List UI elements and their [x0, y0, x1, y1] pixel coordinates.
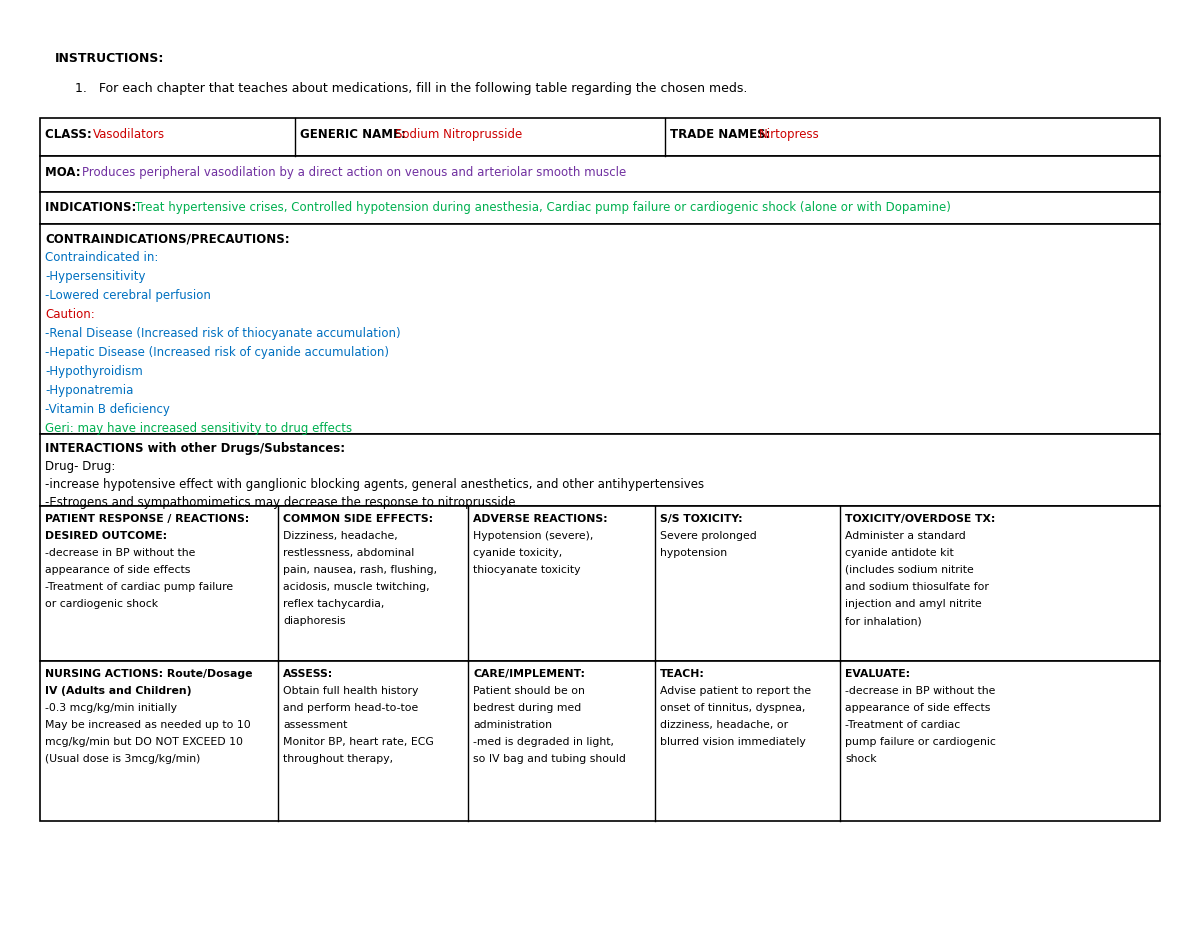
Text: Nirtopress: Nirtopress [760, 128, 820, 141]
Text: May be increased as needed up to 10: May be increased as needed up to 10 [46, 720, 251, 730]
Text: -0.3 mcg/kg/min initially: -0.3 mcg/kg/min initially [46, 703, 178, 713]
Text: NURSING ACTIONS: Route/Dosage: NURSING ACTIONS: Route/Dosage [46, 669, 252, 679]
Text: hypotension: hypotension [660, 548, 727, 558]
Text: -Estrogens and sympathomimetics may decrease the response to nitroprusside: -Estrogens and sympathomimetics may decr… [46, 496, 516, 509]
Text: administration: administration [473, 720, 552, 730]
Text: IV (Adults and Children): IV (Adults and Children) [46, 686, 192, 696]
Text: Treat hypertensive crises, Controlled hypotension during anesthesia, Cardiac pum: Treat hypertensive crises, Controlled hy… [134, 201, 950, 214]
Text: -Hyponatremia: -Hyponatremia [46, 384, 133, 397]
Text: thiocyanate toxicity: thiocyanate toxicity [473, 565, 581, 575]
Text: Hypotension (severe),: Hypotension (severe), [473, 531, 593, 541]
Text: Geri: may have increased sensitivity to drug effects: Geri: may have increased sensitivity to … [46, 422, 352, 435]
Text: TEACH:: TEACH: [660, 669, 704, 679]
Text: GENERIC NAME:: GENERIC NAME: [300, 128, 410, 141]
Text: pain, nausea, rash, flushing,: pain, nausea, rash, flushing, [283, 565, 437, 575]
Text: restlessness, abdominal: restlessness, abdominal [283, 548, 414, 558]
Text: so IV bag and tubing should: so IV bag and tubing should [473, 754, 626, 764]
Text: CONTRAINDICATIONS/PRECAUTIONS:: CONTRAINDICATIONS/PRECAUTIONS: [46, 232, 289, 245]
Text: Sodium Nitroprusside: Sodium Nitroprusside [395, 128, 522, 141]
Text: MOA:: MOA: [46, 166, 85, 179]
Text: Dizziness, headache,: Dizziness, headache, [283, 531, 397, 541]
Text: Caution:: Caution: [46, 308, 95, 321]
Text: CARE/IMPLEMENT:: CARE/IMPLEMENT: [473, 669, 586, 679]
Text: injection and amyl nitrite: injection and amyl nitrite [845, 599, 982, 609]
Bar [40, 224, 1160, 434]
Text: Drug- Drug:: Drug- Drug: [46, 460, 115, 473]
Text: Monitor BP, heart rate, ECG: Monitor BP, heart rate, ECG [283, 737, 433, 747]
Text: shock: shock [845, 754, 877, 764]
Bar [40, 434, 1160, 506]
Text: -increase hypotensive effect with ganglionic blocking agents, general anesthetic: -increase hypotensive effect with gangli… [46, 478, 704, 491]
Text: INTERACTIONS with other Drugs/Substances:: INTERACTIONS with other Drugs/Substances… [46, 442, 346, 455]
Text: or cardiogenic shock: or cardiogenic shock [46, 599, 158, 609]
Text: appearance of side effects: appearance of side effects [46, 565, 191, 575]
Text: and perform head-to-toe: and perform head-to-toe [283, 703, 419, 713]
Text: Contraindicated in:: Contraindicated in: [46, 251, 158, 264]
Text: mcg/kg/min but DO NOT EXCEED 10: mcg/kg/min but DO NOT EXCEED 10 [46, 737, 242, 747]
Text: dizziness, headache, or: dizziness, headache, or [660, 720, 788, 730]
Text: -decrease in BP without the: -decrease in BP without the [845, 686, 995, 696]
Text: ASSESS:: ASSESS: [283, 669, 334, 679]
Text: Produces peripheral vasodilation by a direct action on venous and arteriolar smo: Produces peripheral vasodilation by a di… [82, 166, 626, 179]
Text: and sodium thiosulfate for: and sodium thiosulfate for [845, 582, 989, 592]
Text: pump failure or cardiogenic: pump failure or cardiogenic [845, 737, 996, 747]
Bar [40, 118, 1160, 156]
Text: -Treatment of cardiac: -Treatment of cardiac [845, 720, 960, 730]
Text: reflex tachycardia,: reflex tachycardia, [283, 599, 384, 609]
Text: ADVERSE REACTIONS:: ADVERSE REACTIONS: [473, 514, 607, 524]
Text: appearance of side effects: appearance of side effects [845, 703, 990, 713]
Text: acidosis, muscle twitching,: acidosis, muscle twitching, [283, 582, 430, 592]
Text: assessment: assessment [283, 720, 347, 730]
Text: (includes sodium nitrite: (includes sodium nitrite [845, 565, 973, 575]
Text: throughout therapy,: throughout therapy, [283, 754, 394, 764]
Text: S/S TOXICITY:: S/S TOXICITY: [660, 514, 743, 524]
Text: Administer a standard: Administer a standard [845, 531, 966, 541]
Text: for inhalation): for inhalation) [845, 616, 922, 626]
Text: COMMON SIDE EFFECTS:: COMMON SIDE EFFECTS: [283, 514, 433, 524]
Text: DESIRED OUTCOME:: DESIRED OUTCOME: [46, 531, 167, 541]
Bar [40, 506, 1160, 661]
Text: -Hepatic Disease (Increased risk of cyanide accumulation): -Hepatic Disease (Increased risk of cyan… [46, 346, 389, 359]
Text: -Hypersensitivity: -Hypersensitivity [46, 270, 145, 283]
Text: Patient should be on: Patient should be on [473, 686, 584, 696]
Text: -Hypothyroidism: -Hypothyroidism [46, 365, 143, 378]
Text: 1.   For each chapter that teaches about medications, fill in the following tabl: 1. For each chapter that teaches about m… [74, 82, 748, 95]
Text: INSTRUCTIONS:: INSTRUCTIONS: [55, 52, 164, 65]
Text: -Renal Disease (Increased risk of thiocyanate accumulation): -Renal Disease (Increased risk of thiocy… [46, 327, 401, 340]
Text: Obtain full health history: Obtain full health history [283, 686, 419, 696]
Text: cyanide antidote kit: cyanide antidote kit [845, 548, 954, 558]
Text: CLASS:: CLASS: [46, 128, 96, 141]
Text: Advise patient to report the: Advise patient to report the [660, 686, 811, 696]
Bar [40, 661, 1160, 821]
Text: -decrease in BP without the: -decrease in BP without the [46, 548, 196, 558]
Text: PATIENT RESPONSE / REACTIONS:: PATIENT RESPONSE / REACTIONS: [46, 514, 250, 524]
Text: Severe prolonged: Severe prolonged [660, 531, 757, 541]
Bar [40, 156, 1160, 192]
Text: Vasodilators: Vasodilators [94, 128, 166, 141]
Text: -Vitamin B deficiency: -Vitamin B deficiency [46, 403, 170, 416]
Text: -med is degraded in light,: -med is degraded in light, [473, 737, 614, 747]
Text: -Lowered cerebral perfusion: -Lowered cerebral perfusion [46, 289, 211, 302]
Text: diaphoresis: diaphoresis [283, 616, 346, 626]
Text: (Usual dose is 3mcg/kg/min): (Usual dose is 3mcg/kg/min) [46, 754, 200, 764]
Text: bedrest during med: bedrest during med [473, 703, 581, 713]
Text: onset of tinnitus, dyspnea,: onset of tinnitus, dyspnea, [660, 703, 805, 713]
Text: TRADE NAMES:: TRADE NAMES: [670, 128, 775, 141]
Text: -Treatment of cardiac pump failure: -Treatment of cardiac pump failure [46, 582, 233, 592]
Text: INDICATIONS:: INDICATIONS: [46, 201, 140, 214]
Bar [40, 192, 1160, 224]
Text: TOXICITY/OVERDOSE TX:: TOXICITY/OVERDOSE TX: [845, 514, 995, 524]
Text: EVALUATE:: EVALUATE: [845, 669, 910, 679]
Text: blurred vision immediately: blurred vision immediately [660, 737, 805, 747]
Text: cyanide toxicity,: cyanide toxicity, [473, 548, 563, 558]
